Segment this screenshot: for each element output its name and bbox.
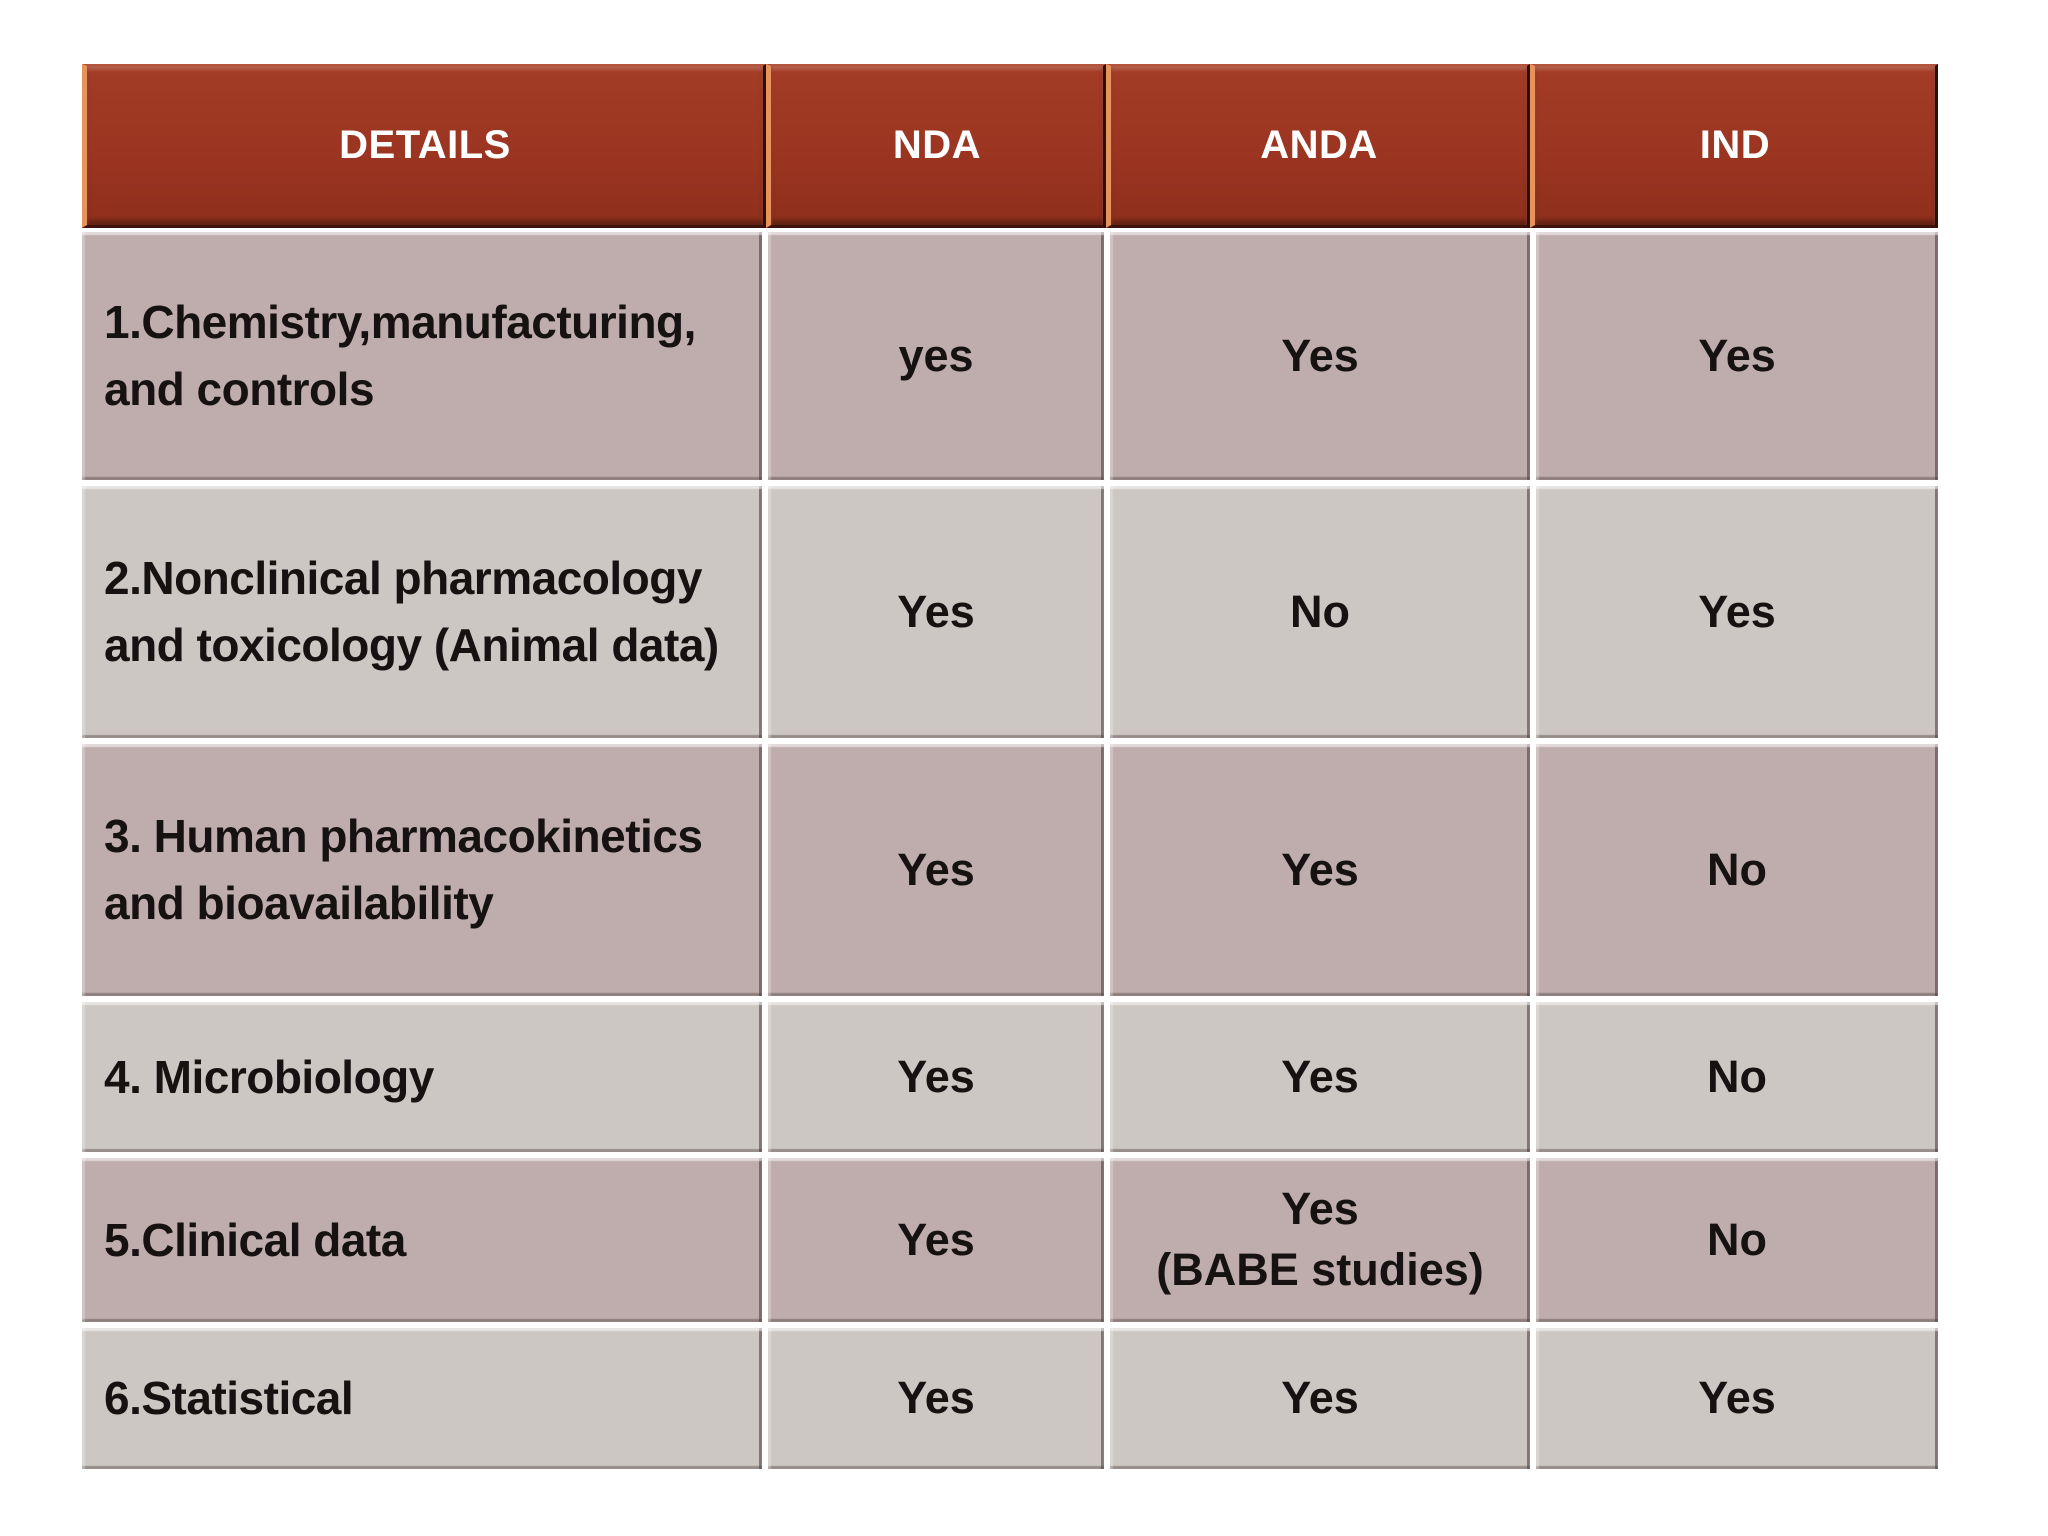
header-cell-details: DETAILS <box>82 64 766 228</box>
value-cell-ind: Yes <box>1536 232 1938 480</box>
value-cell-anda: Yes <box>1110 744 1530 996</box>
detail-cell: 1.Chemistry,manufacturing, and controls <box>82 232 762 480</box>
comparison-table: DETAILS NDA ANDA IND 1.Chemistry,manufac… <box>82 64 1938 1469</box>
value-cell-nda: Yes <box>768 1328 1104 1469</box>
value-cell-nda: Yes <box>768 744 1104 996</box>
value-cell-nda: Yes <box>768 1002 1104 1152</box>
value-cell-nda: yes <box>768 232 1104 480</box>
value-cell-anda: Yes <box>1110 1328 1530 1469</box>
value-cell-anda: Yes <box>1110 232 1530 480</box>
header-cell-nda: NDA <box>766 64 1106 228</box>
header-cell-anda: ANDA <box>1106 64 1530 228</box>
value-cell-ind: No <box>1536 744 1938 996</box>
table-body: 1.Chemistry,manufacturing, and controls … <box>82 232 1938 1469</box>
value-cell-anda: Yes <box>1110 1002 1530 1152</box>
detail-cell: 4. Microbiology <box>82 1002 762 1152</box>
value-cell-nda: Yes <box>768 486 1104 738</box>
value-cell-ind: No <box>1536 1002 1938 1152</box>
table-header-row: DETAILS NDA ANDA IND <box>82 64 1938 228</box>
detail-cell: 2.Nonclinical pharmacology and toxicolog… <box>82 486 762 738</box>
value-cell-ind: No <box>1536 1158 1938 1322</box>
value-cell-nda: Yes <box>768 1158 1104 1322</box>
detail-cell: 6.Statistical <box>82 1328 762 1469</box>
value-cell-anda: No <box>1110 486 1530 738</box>
value-cell-ind: Yes <box>1536 486 1938 738</box>
header-cell-ind: IND <box>1530 64 1938 228</box>
value-cell-ind: Yes <box>1536 1328 1938 1469</box>
detail-cell: 3. Human pharmacokinetics and bioavailab… <box>82 744 762 996</box>
value-cell-anda: Yes (BABE studies) <box>1110 1158 1530 1322</box>
detail-cell: 5.Clinical data <box>82 1158 762 1322</box>
